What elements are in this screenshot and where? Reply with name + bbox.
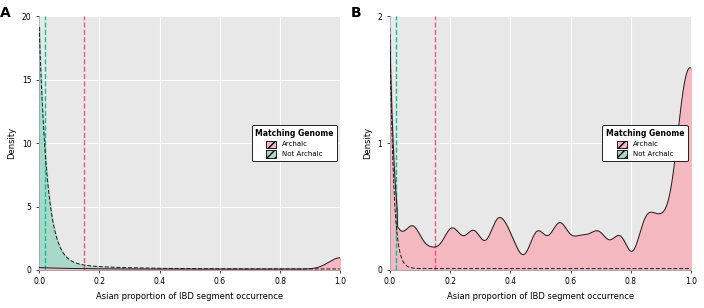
Y-axis label: Density: Density [7, 127, 16, 159]
X-axis label: Asian proportion of IBD segment occurrence: Asian proportion of IBD segment occurren… [447, 292, 634, 301]
Text: A: A [0, 6, 11, 20]
Y-axis label: Density: Density [363, 127, 372, 159]
Legend: Archaic, Not Archaic: Archaic, Not Archaic [602, 125, 688, 161]
Text: B: B [351, 6, 361, 20]
Legend: Archaic, Not Archaic: Archaic, Not Archaic [251, 125, 337, 161]
X-axis label: Asian proportion of IBD segment occurrence: Asian proportion of IBD segment occurren… [96, 292, 284, 301]
